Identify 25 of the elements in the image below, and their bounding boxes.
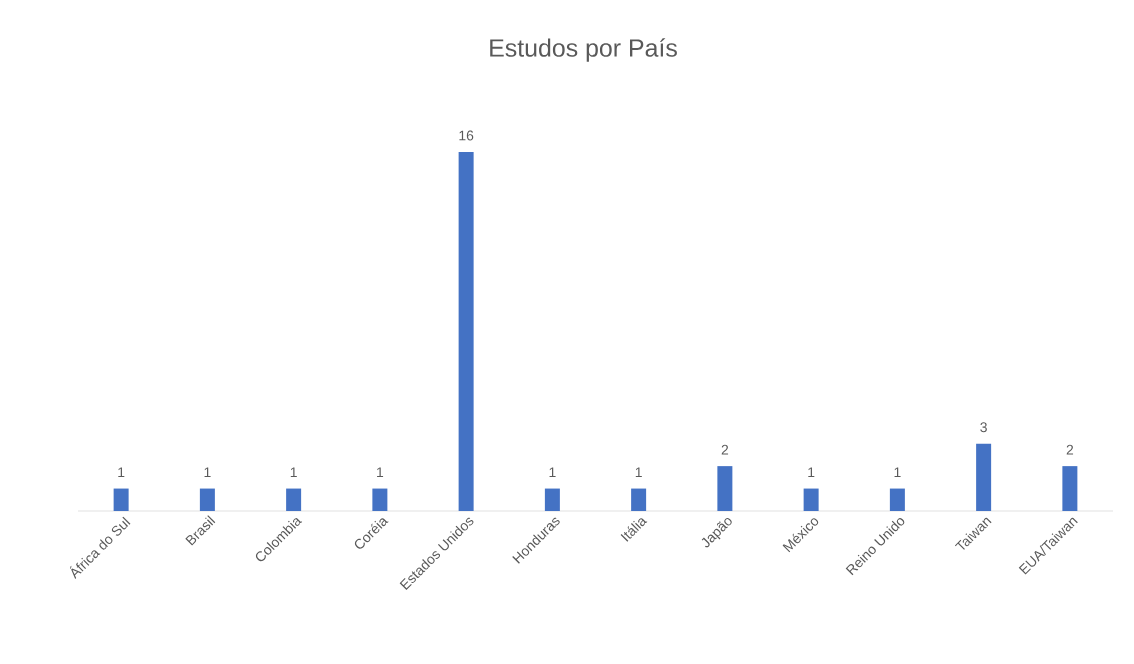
bar (544, 488, 560, 511)
bar (113, 488, 129, 511)
bar (976, 443, 992, 511)
bar (199, 488, 215, 511)
bar (372, 488, 388, 511)
data-label: 3 (980, 422, 987, 433)
bar (803, 488, 819, 511)
bar (631, 488, 647, 511)
data-label: 1 (204, 467, 211, 478)
data-label: 2 (721, 444, 729, 455)
data-label: 1 (635, 467, 642, 478)
data-label: 1 (290, 467, 297, 478)
bar (1062, 466, 1078, 511)
bar (286, 488, 302, 511)
chart-title: Estudos por País (490, 38, 677, 62)
data-label: 2 (1066, 444, 1074, 455)
data-label: 1 (808, 467, 815, 478)
data-label: 1 (118, 467, 125, 478)
bar (458, 151, 474, 511)
data-label: 1 (377, 467, 384, 478)
data-label: 1 (549, 467, 556, 478)
bar (717, 466, 733, 511)
data-label: 1 (894, 467, 901, 478)
bar (889, 488, 905, 511)
data-label: 16 (459, 130, 474, 141)
